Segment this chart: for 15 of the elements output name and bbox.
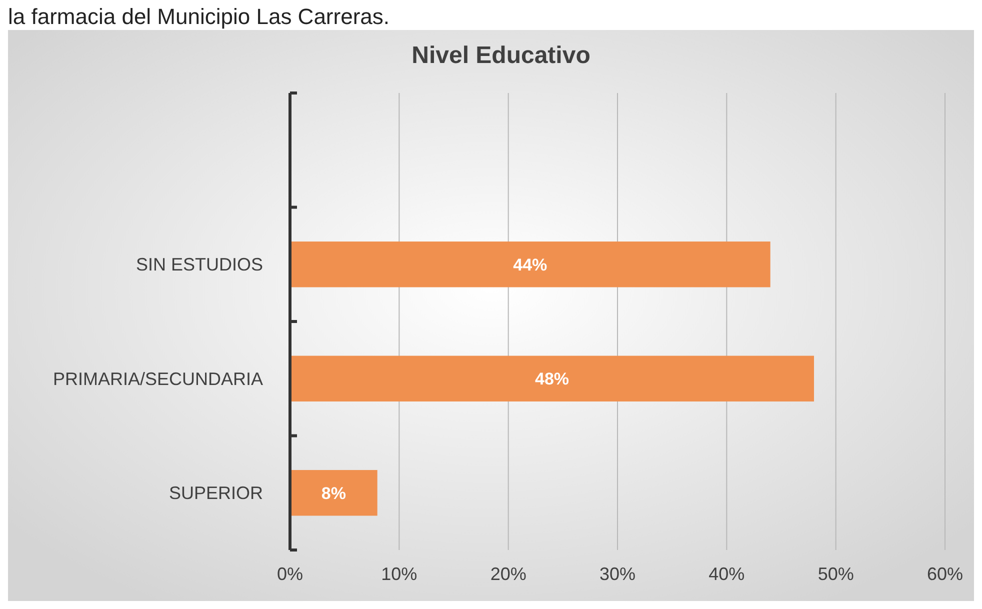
x-tick-label: 50% xyxy=(818,564,854,584)
x-tick-label: 0% xyxy=(276,564,304,584)
data-label: 44% xyxy=(513,255,548,274)
x-tick-label: 40% xyxy=(708,564,745,584)
x-tick-label: 20% xyxy=(490,564,526,584)
x-tick-label: 10% xyxy=(381,564,418,584)
chart-title: Nivel Educativo xyxy=(412,42,590,69)
data-label: 8% xyxy=(321,484,346,503)
y-tick-label: PRIMARIA/SECUNDARIA xyxy=(52,368,263,389)
text: la farmacia del Municipio Las Carreras. xyxy=(8,4,390,29)
y-tick-label: SUPERIOR xyxy=(168,483,263,504)
x-tick-label: 60% xyxy=(926,564,964,584)
y-tick-label: SIN ESTUDIOS xyxy=(136,254,263,275)
data-label: 48% xyxy=(534,370,570,389)
x-tick-label: 30% xyxy=(599,564,636,584)
